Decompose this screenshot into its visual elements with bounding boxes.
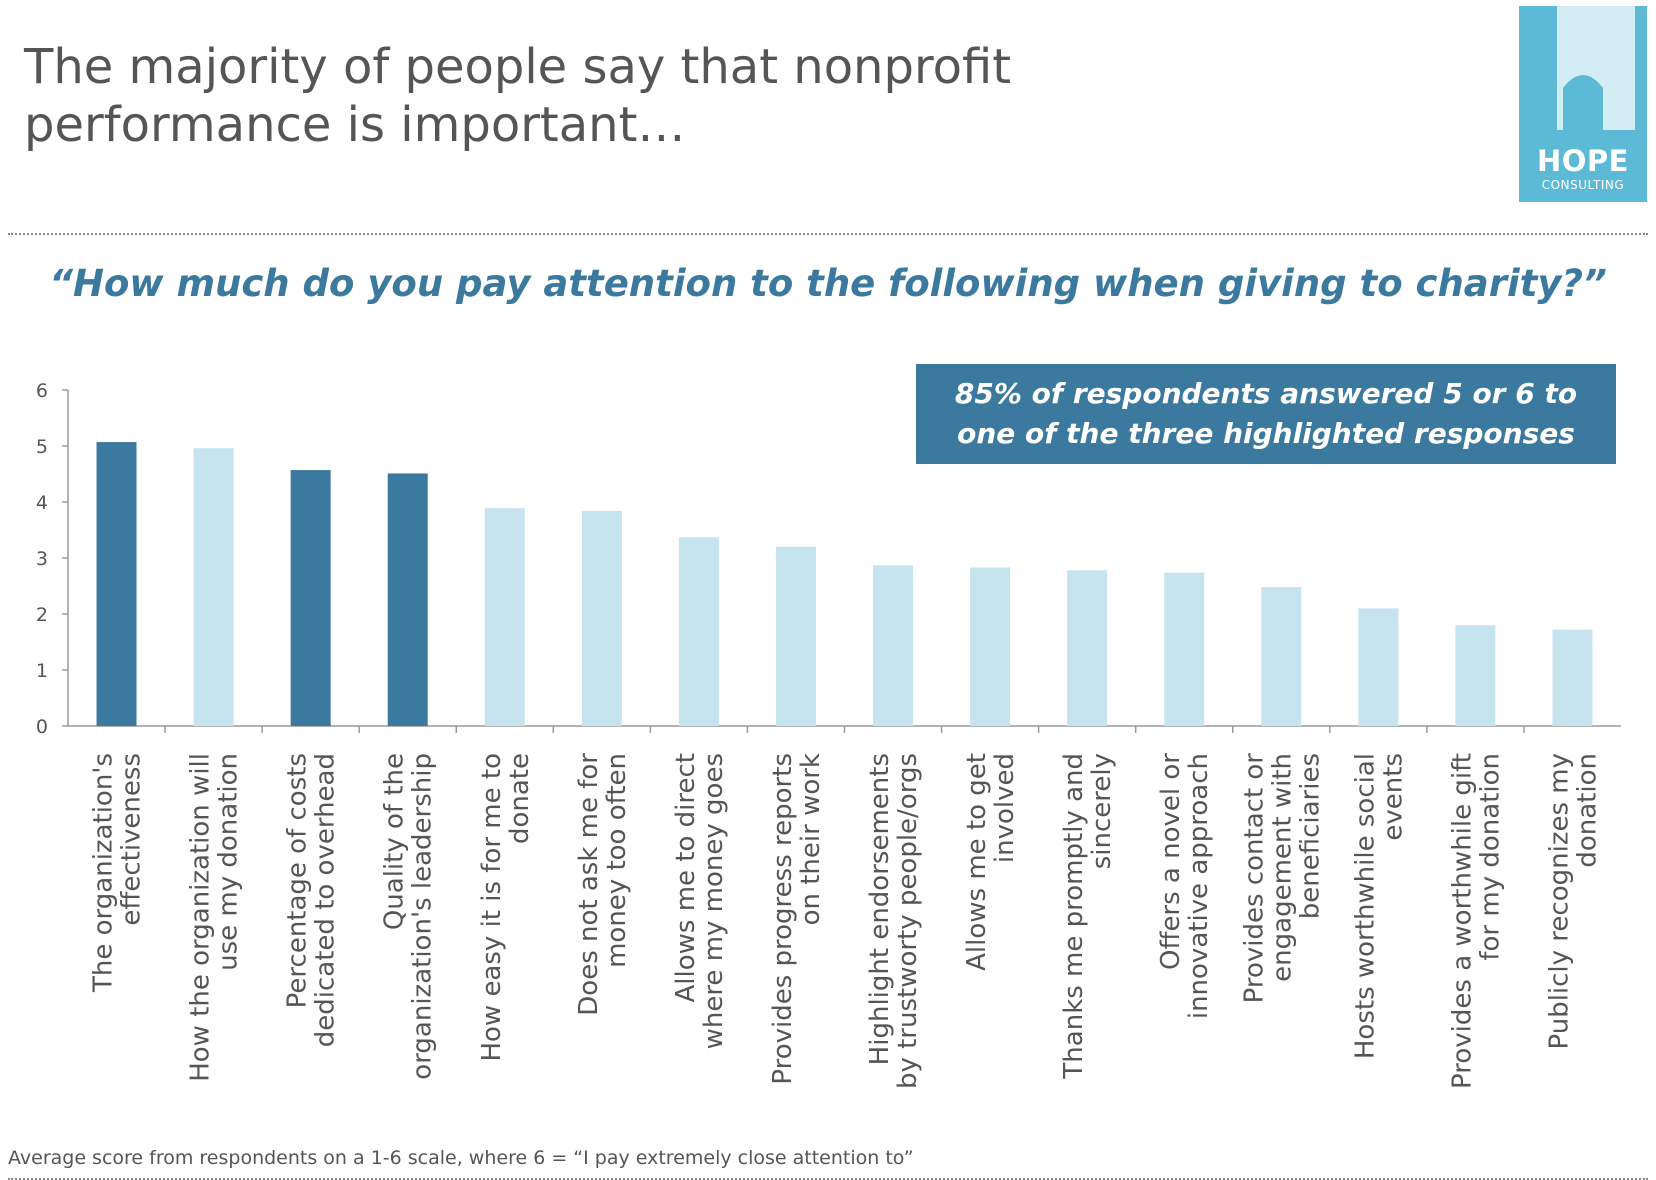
category-label-line: Offers a novel or bbox=[1156, 753, 1186, 970]
bar bbox=[1067, 570, 1108, 726]
category-label-line: donate bbox=[505, 753, 535, 844]
category-label-line: Does not ask me for bbox=[574, 753, 604, 1016]
category-label-line: organization's leadership bbox=[408, 753, 438, 1080]
category-label-line: innovative approach bbox=[1184, 753, 1214, 1019]
bar bbox=[96, 442, 137, 726]
y-tick-label: 2 bbox=[36, 604, 48, 626]
bar bbox=[873, 565, 914, 726]
bar bbox=[1261, 587, 1302, 726]
y-tick-label: 0 bbox=[36, 716, 48, 738]
category-label: Provides a worthwhile giftfor my donatio… bbox=[1447, 753, 1505, 1089]
header-divider bbox=[8, 233, 1648, 235]
y-tick-label: 4 bbox=[36, 492, 48, 514]
hope-consulting-logo: HOPE CONSULTING bbox=[1519, 6, 1647, 202]
category-label-line: Thanks me promptly and bbox=[1059, 753, 1089, 1080]
y-tick-label: 1 bbox=[36, 660, 48, 682]
bar bbox=[290, 470, 331, 726]
category-label: How easy it is for me todonate bbox=[477, 753, 535, 1062]
category-label-line: dedicated to overhead bbox=[311, 753, 341, 1047]
logo-subtitle: CONSULTING bbox=[1541, 178, 1625, 192]
category-label: Thanks me promptly andsincerely bbox=[1059, 753, 1117, 1080]
category-label: Offers a novel orinnovative approach bbox=[1156, 753, 1214, 1019]
bar bbox=[1164, 572, 1205, 726]
bar bbox=[1455, 625, 1496, 726]
category-label: Highlight endorsementsby trustworty peop… bbox=[865, 753, 923, 1089]
category-label-line: engagement with bbox=[1267, 753, 1297, 982]
bar bbox=[387, 473, 428, 726]
callout-line-2: one of the three highlighted responses bbox=[957, 417, 1575, 450]
category-label-line: Hosts worthwhile social bbox=[1350, 753, 1380, 1059]
category-label-line: The organization's bbox=[89, 753, 119, 993]
category-label-line: Publicly recognizes my bbox=[1544, 753, 1574, 1050]
category-label-line: effectiveness bbox=[117, 753, 147, 926]
category-label-line: where my money goes bbox=[699, 753, 729, 1049]
bar bbox=[970, 567, 1011, 726]
category-label: Publicly recognizes mydonation bbox=[1544, 753, 1602, 1050]
category-label: Percentage of costsdedicated to overhead bbox=[283, 753, 341, 1047]
category-label-line: Provides progress reports bbox=[768, 753, 798, 1085]
bar bbox=[581, 510, 622, 726]
callout-line-1: 85% of respondents answered 5 or 6 to bbox=[954, 377, 1578, 410]
category-label-line: use my donation bbox=[214, 753, 244, 971]
category-label: Allows me to directwhere my money goes bbox=[671, 753, 729, 1049]
title-line-2: performance is important… bbox=[24, 97, 686, 153]
category-label: The organization'seffectiveness bbox=[89, 753, 147, 993]
logo-mark-icon bbox=[1519, 6, 1647, 202]
category-label-line: Allows me to direct bbox=[671, 753, 701, 1003]
logo-name: HOPE bbox=[1537, 144, 1629, 178]
category-label: Hosts worthwhile socialevents bbox=[1350, 753, 1408, 1059]
category-label-line: Quality of the bbox=[380, 753, 410, 930]
bar bbox=[484, 508, 525, 726]
category-label-line: for my donation bbox=[1475, 753, 1505, 961]
category-label-line: sincerely bbox=[1087, 753, 1117, 869]
category-label-line: events bbox=[1378, 753, 1408, 841]
category-label: How the organization willuse my donation bbox=[186, 753, 244, 1082]
bar bbox=[1358, 608, 1399, 726]
category-label: Allows me to getinvolved bbox=[962, 753, 1020, 971]
y-tick-label: 5 bbox=[36, 436, 48, 458]
title-line-1: The majority of people say that nonprofi… bbox=[24, 39, 1012, 95]
category-label: Provides progress reportson their work bbox=[768, 753, 826, 1085]
category-label-line: Percentage of costs bbox=[283, 753, 313, 1008]
callout-box: 85% of respondents answered 5 or 6 to on… bbox=[916, 364, 1616, 464]
category-label-line: beneficiaries bbox=[1295, 753, 1325, 919]
footnote: Average score from respondents on a 1-6 … bbox=[8, 1147, 914, 1169]
bar bbox=[775, 546, 816, 726]
category-label-line: donation bbox=[1572, 753, 1602, 868]
category-label-line: How easy it is for me to bbox=[477, 753, 507, 1062]
category-label: Does not ask me formoney too often bbox=[574, 753, 632, 1016]
category-label-line: Allows me to get bbox=[962, 753, 992, 971]
slide-title: The majority of people say that nonprofi… bbox=[24, 38, 1224, 154]
survey-question: “How much do you pay attention to the fo… bbox=[49, 262, 1607, 305]
y-tick-label: 3 bbox=[36, 548, 48, 570]
category-label-line: Provides contact or bbox=[1239, 753, 1269, 1004]
category-label: Provides contact orengagement withbenefi… bbox=[1239, 753, 1325, 1004]
y-tick-label: 6 bbox=[36, 380, 48, 402]
category-label: Quality of theorganization's leadership bbox=[380, 753, 438, 1080]
category-label-line: money too often bbox=[602, 753, 632, 968]
category-label-line: on their work bbox=[796, 753, 826, 925]
category-label-line: How the organization will bbox=[186, 753, 216, 1082]
category-label-line: Highlight endorsements bbox=[865, 753, 895, 1065]
bar bbox=[193, 448, 234, 726]
bar bbox=[1552, 629, 1593, 726]
bar-chart: 0 1 2 3 4 5 6 The organization'seffectiveness Ho… bbox=[36, 380, 1621, 1089]
category-label-line: involved bbox=[990, 753, 1020, 863]
bar bbox=[678, 537, 719, 726]
category-label-line: Provides a worthwhile gift bbox=[1447, 753, 1477, 1089]
category-label-line: by trustworty people/orgs bbox=[893, 753, 923, 1089]
